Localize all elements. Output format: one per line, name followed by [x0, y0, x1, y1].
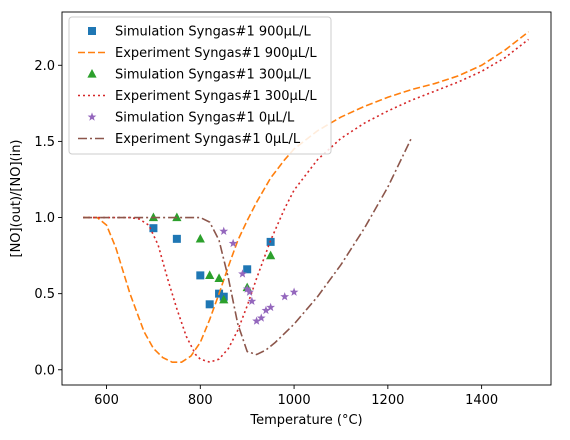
data-point	[247, 296, 257, 305]
legend: Simulation Syngas#1 900μL/L Experiment Sy…	[68, 16, 332, 155]
legend-swatch	[88, 27, 96, 35]
data-point	[219, 226, 229, 235]
data-point	[172, 234, 181, 243]
data-point	[261, 305, 271, 315]
legend-entry: Simulation Syngas#1 300μL/L	[87, 68, 312, 83]
data-point	[205, 270, 215, 279]
legend-entry: Experiment Syngas#1 0μL/L	[78, 132, 301, 147]
x-tick-label: 800	[188, 393, 213, 408]
legend-label: Experiment Syngas#1 300μL/L	[115, 89, 317, 104]
axes: 600 800 1000 1200 1400 0.0 0.5 1.0 1.5 2.0	[34, 11, 552, 408]
data-point	[214, 273, 224, 283]
series-line	[83, 38, 529, 364]
legend-entry: Simulation Syngas#1 900μL/L	[88, 25, 312, 40]
data-point	[266, 250, 276, 260]
y-tick-label: 1.0	[34, 211, 55, 226]
x-tick-label: 1000	[278, 393, 311, 408]
x-tick-label: 1200	[371, 393, 404, 408]
y-tick-label: 2.0	[34, 59, 55, 74]
series-3	[83, 38, 529, 364]
legend-label: Simulation Syngas#1 300μL/L	[115, 68, 312, 83]
data-point	[243, 265, 252, 274]
series-4	[219, 226, 299, 325]
data-point	[256, 313, 266, 322]
data-point	[195, 233, 205, 243]
plot-area	[83, 31, 529, 364]
data-point	[252, 316, 261, 325]
series-line	[83, 138, 413, 356]
data-point	[205, 300, 214, 309]
x-tick-label: 1400	[465, 393, 498, 408]
data-point	[149, 224, 158, 233]
series-0	[149, 224, 275, 309]
data-point	[289, 287, 299, 296]
legend-entry: Simulation Syngas#1 0μL/L	[87, 111, 295, 126]
data-point	[219, 294, 229, 304]
data-point	[266, 302, 276, 312]
y-axis-label: [NO](out)/[NO](in)	[9, 139, 24, 257]
legend-entry: Experiment Syngas#1 900μL/L	[78, 46, 317, 61]
data-point	[238, 269, 247, 278]
axes-frame	[61, 11, 552, 386]
y-tick-label: 0.5	[34, 287, 55, 302]
legend-entry: Experiment Syngas#1 300μL/L	[78, 89, 317, 104]
data-point	[280, 292, 290, 301]
data-point	[196, 271, 205, 280]
series-2	[148, 212, 276, 304]
legend-swatch	[87, 69, 97, 78]
legend-label: Simulation Syngas#1 0μL/L	[115, 111, 295, 126]
y-tick-label: 1.5	[34, 135, 55, 150]
legend-label: Experiment Syngas#1 900μL/L	[115, 46, 317, 61]
legend-box	[68, 16, 332, 155]
data-point	[245, 287, 254, 296]
series-5	[83, 138, 413, 356]
y-tick-label: 0.0	[34, 363, 55, 378]
legend-label: Experiment Syngas#1 0μL/L	[115, 132, 301, 147]
x-tick-label: 600	[94, 393, 119, 408]
legend-label: Simulation Syngas#1 900μL/L	[115, 25, 312, 40]
data-point	[228, 238, 238, 248]
x-axis-label: Temperature (°C)	[249, 413, 362, 428]
legend-swatch	[87, 112, 97, 121]
data-point	[242, 284, 252, 293]
